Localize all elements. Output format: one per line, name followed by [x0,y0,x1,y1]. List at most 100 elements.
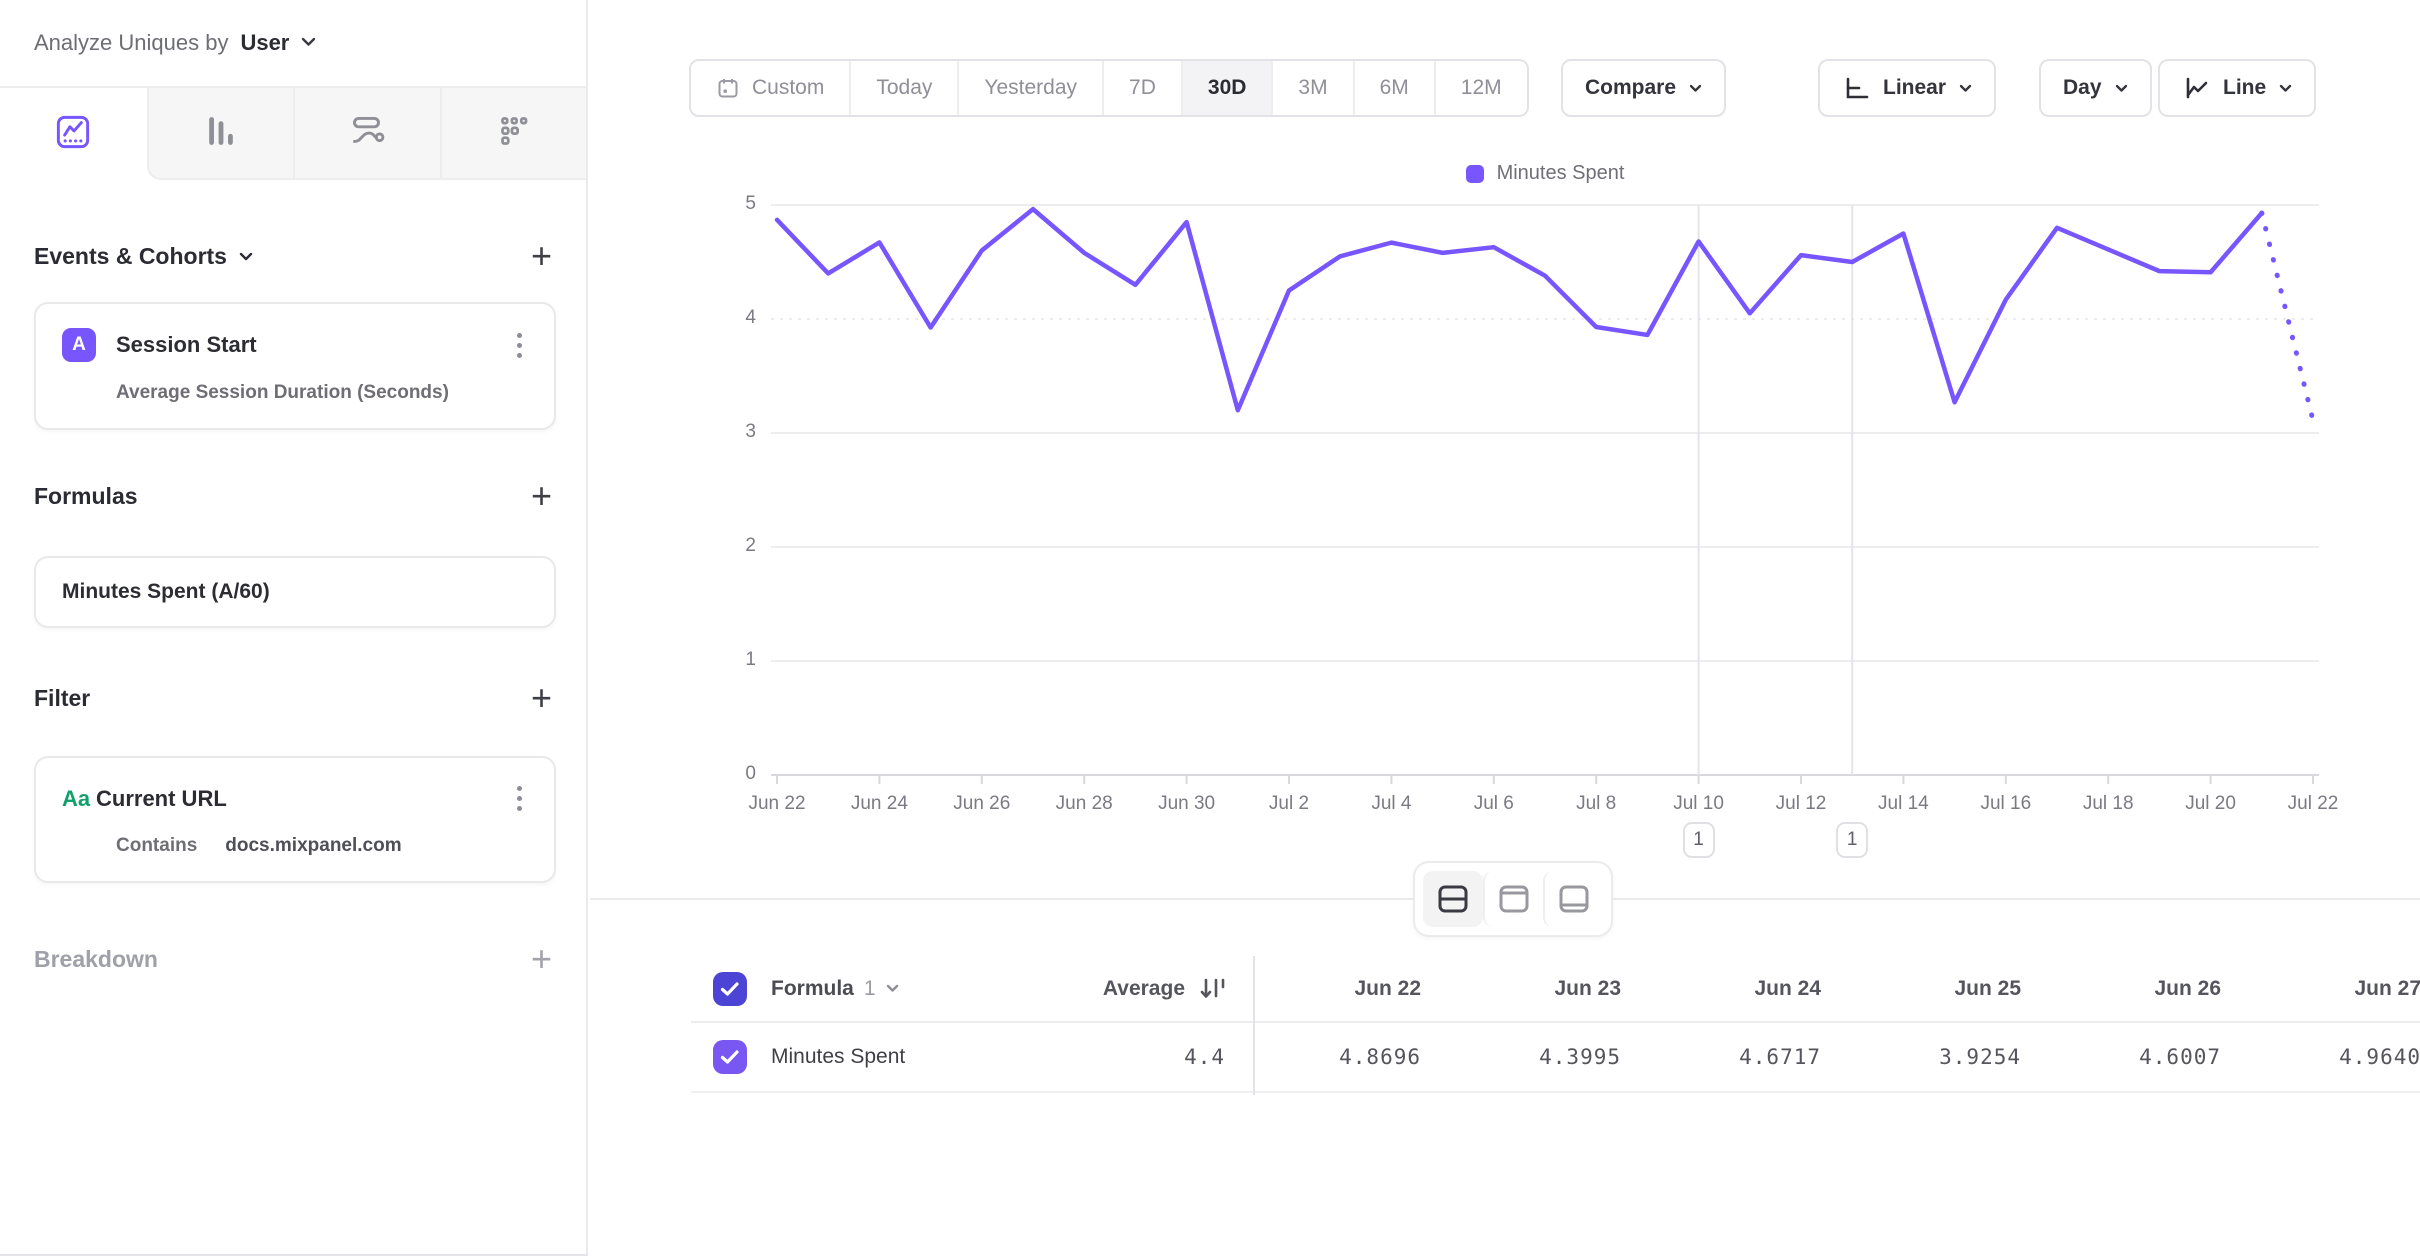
date-range-custom[interactable]: Custom [691,61,850,115]
compare-button[interactable]: Compare [1561,59,1727,117]
calendar-icon [718,79,738,98]
formula-card[interactable]: Minutes Spent (A/60) [34,556,556,628]
compare-label: Compare [1585,76,1677,99]
layout-chart-only-button[interactable] [1483,871,1543,927]
line-chart-type-icon [2186,77,2208,99]
y-axis-tick-label: 4 [745,307,756,328]
value-cell: 4.8696 [1339,1045,1421,1069]
y-axis-tick-label: 5 [745,193,756,214]
column-header[interactable]: Jun 26 [2154,976,2221,1000]
tab-bar-chart[interactable] [146,88,293,180]
chart-type-button[interactable]: Line [2158,59,2317,117]
checkmark-icon [720,1050,739,1064]
date-range-7d[interactable]: 7D [1102,61,1181,115]
legend-color-swatch [1465,164,1484,183]
column-header[interactable]: Jun 24 [1754,976,1821,1000]
value-cell: 4.6007 [2139,1045,2221,1069]
events-section-header: Events & Cohorts + [34,238,556,274]
date-range-30d[interactable]: 30D [1180,61,1272,115]
event-options-kebab-icon[interactable] [511,329,528,362]
granularity-button[interactable]: Day [2039,59,2152,117]
column-header[interactable]: Jun 25 [1954,976,2021,1000]
average-column-header[interactable]: Average [899,976,1253,1002]
analyze-by-value[interactable]: User [240,30,290,55]
chevron-down-icon [1959,84,1972,92]
filter-options-kebab-icon[interactable] [511,782,528,815]
report-type-tabs [0,88,586,180]
chevron-down-icon [2280,84,2292,92]
breakdown-section-title: Breakdown [34,945,158,972]
add-formula-button[interactable]: + [527,478,556,514]
breakdown-section-header: Breakdown + [34,941,556,977]
x-axis-tick-label: Jul 14 [1878,793,1929,814]
filter-section-title: Filter [34,684,91,711]
x-axis-tick-label: Jul 20 [2185,793,2236,814]
events-section-title[interactable]: Events & Cohorts [34,243,253,270]
filter-property-name[interactable]: Current URL [96,785,227,811]
annotation-badge[interactable]: 1 [1836,822,1869,858]
x-axis-tick-label: Jun 28 [1055,793,1113,814]
filter-section-header: Filter + [34,680,556,716]
event-aggregation[interactable]: Average Session Duration (Seconds) [116,382,449,403]
granularity-label: Day [2063,76,2102,99]
query-builder-sidebar: Analyze Uniques by User [0,0,588,1256]
series-name-cell[interactable]: Minutes Spent [771,1045,906,1068]
chevron-down-icon [2115,84,2127,92]
filter-value[interactable]: docs.mixpanel.com [225,835,402,856]
date-range-3m[interactable]: 3M [1271,61,1353,115]
column-header[interactable]: Jun 23 [1554,976,1621,1000]
date-range-12m[interactable]: 12M [1433,61,1527,115]
average-value-cell: 4.4 [1184,1045,1225,1069]
annotation-badge[interactable]: 1 [1682,822,1715,858]
tab-flows[interactable] [293,88,440,180]
y-axis-tick-label: 2 [745,535,756,556]
column-header[interactable]: Jun 27 [2354,976,2420,1000]
x-axis-tick-label: Jul 8 [1576,793,1617,814]
chevron-down-icon [886,984,898,992]
formulas-section-title: Formulas [34,482,138,509]
date-range-today[interactable]: Today [849,61,958,115]
insights-line-chart-icon [50,109,96,160]
row-checkbox[interactable] [713,1040,747,1074]
line-chart-canvas[interactable] [590,0,2420,900]
column-header[interactable]: Jun 22 [1354,976,1421,1000]
x-axis-tick-label: Jul 22 [2287,793,2339,814]
chart-toolbar: Custom Today Yesterday 7D 30D 3M 6M 12M … [590,59,2420,117]
retention-grid-icon [491,108,537,159]
x-axis-tick-label: Jul 16 [1980,793,2032,814]
filter-card-current-url[interactable]: Aa Current URL Contains docs.mixpanel.co… [34,756,556,883]
formula-group-header[interactable]: Formula 1 [771,977,899,1001]
layout-toggle-group [1413,861,1613,937]
formula-group-number: 1 [863,976,876,1000]
add-event-button[interactable]: + [527,238,556,274]
chart-only-icon [1499,885,1529,913]
legend-item-minutes-spent[interactable]: Minutes Spent [1465,162,1624,185]
scale-label: Linear [1883,76,1947,99]
sort-descending-icon [1200,978,1225,998]
date-range-6m[interactable]: 6M [1352,61,1434,115]
filter-operator[interactable]: Contains [116,835,198,856]
value-cell: 4.9640 [2339,1045,2420,1069]
report-main-area: Custom Today Yesterday 7D 30D 3M 6M 12M … [590,0,2420,1256]
x-axis-tick-label: Jul 12 [1775,793,1827,814]
add-filter-button[interactable]: + [527,680,556,716]
layout-split-view-button[interactable] [1423,871,1483,927]
event-card-session-start[interactable]: A Session Start Average Session Duration… [34,302,556,430]
chart-legend: Minutes Spent [777,162,2313,185]
x-axis-tick-label: Jun 26 [953,793,1011,814]
y-axis-scale-button[interactable]: Linear [1818,59,1997,117]
query-builder-sections: Events & Cohorts + A Session Start Avera… [0,238,586,977]
select-all-checkbox[interactable] [713,971,747,1006]
x-axis-tick-label: Jul 18 [2082,793,2134,814]
formulas-section-header: Formulas + [34,478,556,514]
x-axis-tick-label: Jul 4 [1371,793,1412,814]
analyze-by-bar: Analyze Uniques by User [0,0,586,88]
bar-chart-icon [198,108,244,159]
add-breakdown-button[interactable]: + [527,941,556,977]
event-name[interactable]: Session Start [116,332,257,357]
date-range-yesterday[interactable]: Yesterday [957,61,1103,115]
tab-insights-line[interactable] [0,88,147,180]
tab-retention[interactable] [439,88,586,180]
flows-icon [344,108,390,159]
layout-table-only-button[interactable] [1543,871,1603,927]
